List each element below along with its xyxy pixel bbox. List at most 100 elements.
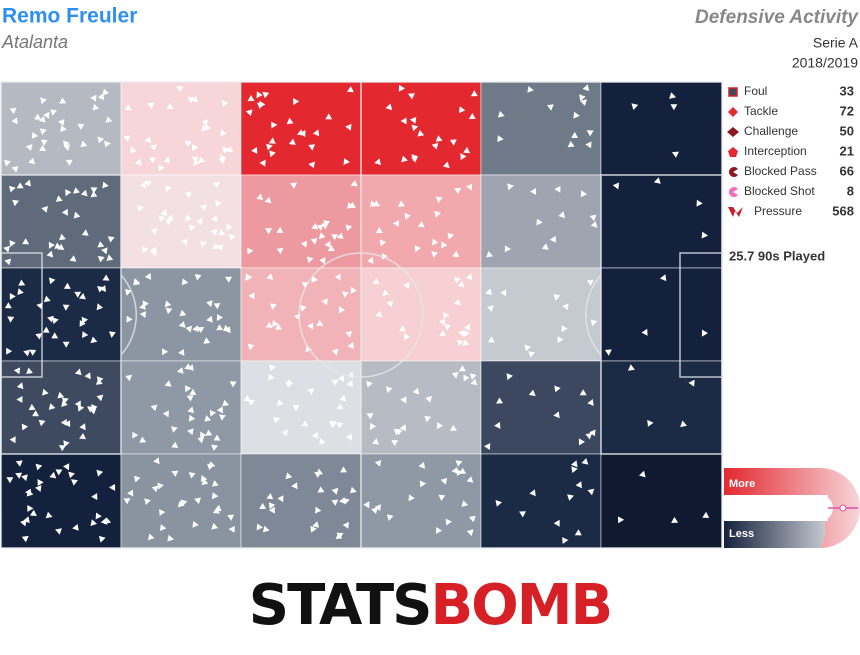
marker	[181, 278, 189, 286]
marker	[204, 415, 211, 422]
marker	[497, 110, 505, 118]
marker	[185, 325, 193, 333]
marker	[49, 471, 57, 479]
marker	[350, 286, 357, 294]
legend-count: 21	[840, 143, 854, 158]
zone	[0, 453, 122, 549]
marker	[458, 330, 466, 337]
marker	[203, 337, 211, 344]
marker	[59, 97, 67, 104]
marker	[189, 388, 197, 395]
marker	[399, 325, 407, 332]
marker	[150, 228, 158, 235]
marker	[466, 183, 473, 191]
marker	[331, 499, 339, 506]
marker	[166, 103, 174, 110]
marker	[670, 104, 678, 111]
marker	[370, 200, 377, 208]
marker	[345, 123, 352, 131]
marker	[318, 232, 326, 239]
marker	[434, 210, 441, 218]
zone	[360, 453, 482, 549]
marker	[342, 521, 349, 529]
marker	[220, 154, 227, 162]
marker	[186, 395, 194, 402]
marker	[178, 321, 186, 328]
marker	[272, 320, 279, 327]
marker	[206, 315, 213, 323]
icon-foul	[728, 87, 738, 97]
marker	[251, 147, 258, 154]
marker	[379, 239, 387, 247]
marker	[458, 365, 466, 372]
marker	[374, 504, 381, 512]
legend-count: 568	[832, 203, 854, 218]
marker	[139, 303, 146, 310]
marker	[536, 218, 543, 226]
marker	[38, 115, 46, 123]
marker	[286, 117, 294, 125]
marker	[579, 94, 586, 102]
marker	[425, 396, 432, 403]
marker	[144, 136, 152, 144]
marker	[262, 91, 270, 99]
marker	[438, 494, 446, 502]
marker	[316, 319, 324, 326]
marker	[647, 419, 654, 427]
marker	[211, 480, 219, 487]
marker	[311, 223, 319, 230]
marker	[306, 256, 314, 264]
marker	[212, 507, 220, 514]
marker	[259, 159, 266, 167]
marker	[171, 441, 179, 448]
marker	[221, 147, 229, 154]
marker	[26, 489, 34, 497]
marker	[63, 144, 71, 151]
marker	[65, 189, 72, 197]
marker	[338, 306, 345, 314]
marker	[216, 406, 223, 414]
legend-label: Interception	[744, 144, 807, 158]
zone	[600, 453, 723, 549]
marker	[586, 130, 594, 137]
marker	[393, 428, 401, 436]
marker	[435, 196, 443, 203]
marker	[266, 143, 273, 151]
marker	[123, 498, 131, 505]
marker	[580, 99, 587, 106]
marker	[32, 410, 39, 417]
marker	[431, 251, 438, 258]
marker	[271, 121, 278, 129]
marker	[432, 238, 439, 246]
marker	[243, 395, 251, 402]
marker	[220, 129, 227, 137]
marker	[79, 423, 86, 431]
marker	[13, 367, 21, 375]
played: 25.7 90s Played	[729, 248, 825, 263]
marker	[585, 141, 592, 149]
marker	[52, 317, 59, 325]
marker	[403, 282, 410, 290]
marker	[15, 472, 23, 479]
marker	[270, 303, 277, 310]
marker	[494, 422, 501, 429]
marker	[102, 274, 110, 281]
logo: STATSBOMB	[249, 573, 611, 638]
marker	[73, 211, 81, 219]
marker	[164, 219, 172, 226]
marker	[184, 140, 192, 147]
marker	[35, 333, 43, 340]
marker	[457, 280, 465, 288]
marker	[411, 124, 419, 132]
marker	[468, 113, 476, 120]
marker	[38, 419, 46, 427]
marker	[301, 420, 309, 427]
marker	[16, 396, 23, 403]
marker	[81, 316, 88, 324]
marker	[129, 146, 137, 154]
marker	[124, 289, 132, 296]
marker	[701, 231, 708, 239]
marker	[23, 349, 31, 357]
icon-blocked-pass	[729, 167, 738, 178]
marker	[582, 84, 590, 92]
